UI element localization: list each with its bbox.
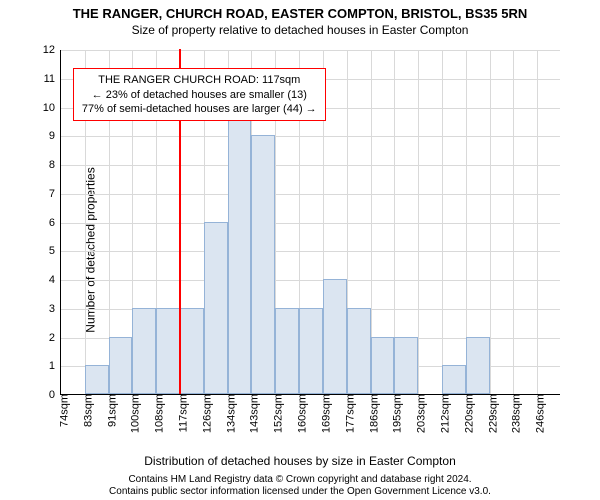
y-tick-label: 3 xyxy=(49,303,61,315)
gridline-v xyxy=(513,50,514,394)
x-tick-label: 152sqm xyxy=(269,394,285,433)
y-tick-label: 1 xyxy=(49,360,61,372)
gridline-h xyxy=(61,165,560,166)
y-tick-label: 6 xyxy=(49,217,61,229)
gridline-v xyxy=(537,50,538,394)
bar xyxy=(228,78,252,394)
y-tick-label: 10 xyxy=(43,102,61,114)
gridline-h xyxy=(61,194,560,195)
plot-area: 012345678910111274sqm83sqm91sqm100sqm108… xyxy=(60,50,560,395)
x-tick-label: 186sqm xyxy=(364,394,380,433)
x-tick-label: 169sqm xyxy=(316,394,332,433)
gridline-v xyxy=(418,50,419,394)
x-tick-label: 212sqm xyxy=(436,394,452,433)
x-axis-label: Distribution of detached houses by size … xyxy=(0,454,600,468)
y-tick-label: 2 xyxy=(49,332,61,344)
x-tick-label: 160sqm xyxy=(293,394,309,433)
bar xyxy=(132,308,156,394)
y-tick-label: 11 xyxy=(44,73,61,85)
x-tick-label: 83sqm xyxy=(78,394,94,427)
info-box: THE RANGER CHURCH ROAD: 117sqm← 23% of d… xyxy=(73,68,326,121)
gridline-h xyxy=(61,280,560,281)
x-tick-label: 229sqm xyxy=(483,394,499,433)
chart-container: THE RANGER, CHURCH ROAD, EASTER COMPTON,… xyxy=(0,0,600,500)
x-tick-label: 246sqm xyxy=(531,394,547,433)
bar xyxy=(109,337,133,395)
bar xyxy=(347,308,371,394)
y-tick-label: 4 xyxy=(49,274,61,286)
x-tick-label: 203sqm xyxy=(412,394,428,433)
plot-inner: 012345678910111274sqm83sqm91sqm100sqm108… xyxy=(60,50,560,395)
bar xyxy=(394,337,418,395)
y-tick-label: 12 xyxy=(43,44,61,56)
chart-title: THE RANGER, CHURCH ROAD, EASTER COMPTON,… xyxy=(0,0,600,21)
info-box-line3: 77% of semi-detached houses are larger (… xyxy=(82,102,317,116)
x-tick-label: 108sqm xyxy=(150,394,166,433)
footer-line2: Contains public sector information licen… xyxy=(0,486,600,498)
y-tick-label: 5 xyxy=(49,245,61,257)
x-tick-label: 74sqm xyxy=(55,394,71,427)
bar xyxy=(466,337,490,395)
x-tick-label: 195sqm xyxy=(388,394,404,433)
info-box-line1: THE RANGER CHURCH ROAD: 117sqm xyxy=(82,73,317,87)
x-tick-label: 177sqm xyxy=(340,394,356,433)
gridline-h xyxy=(61,136,560,137)
y-tick-label: 9 xyxy=(49,130,61,142)
bar xyxy=(323,279,347,394)
gridline-v xyxy=(490,50,491,394)
gridline-h xyxy=(61,223,560,224)
bar xyxy=(442,365,466,394)
info-box-line2: ← 23% of detached houses are smaller (13… xyxy=(82,88,317,102)
y-tick-label: 8 xyxy=(49,159,61,171)
bar xyxy=(85,365,109,394)
x-tick-label: 134sqm xyxy=(221,394,237,433)
bar xyxy=(275,308,299,394)
y-tick-label: 7 xyxy=(49,188,61,200)
gridline-h xyxy=(61,251,560,252)
bar xyxy=(180,308,204,394)
bar xyxy=(156,308,180,394)
x-tick-label: 100sqm xyxy=(126,394,142,433)
footer-line1: Contains HM Land Registry data © Crown c… xyxy=(0,474,600,486)
gridline-h xyxy=(61,50,560,51)
x-tick-label: 126sqm xyxy=(197,394,213,433)
x-tick-label: 220sqm xyxy=(459,394,475,433)
x-tick-label: 91sqm xyxy=(102,394,118,427)
gridline-v xyxy=(442,50,443,394)
bar xyxy=(371,337,395,395)
x-tick-label: 238sqm xyxy=(507,394,523,433)
x-tick-label: 117sqm xyxy=(174,394,190,432)
x-tick-label: 143sqm xyxy=(245,394,261,433)
bar xyxy=(251,135,275,394)
chart-subtitle: Size of property relative to detached ho… xyxy=(0,21,600,37)
bar xyxy=(204,222,228,395)
chart-footer: Contains HM Land Registry data © Crown c… xyxy=(0,474,600,498)
bar xyxy=(299,308,323,394)
